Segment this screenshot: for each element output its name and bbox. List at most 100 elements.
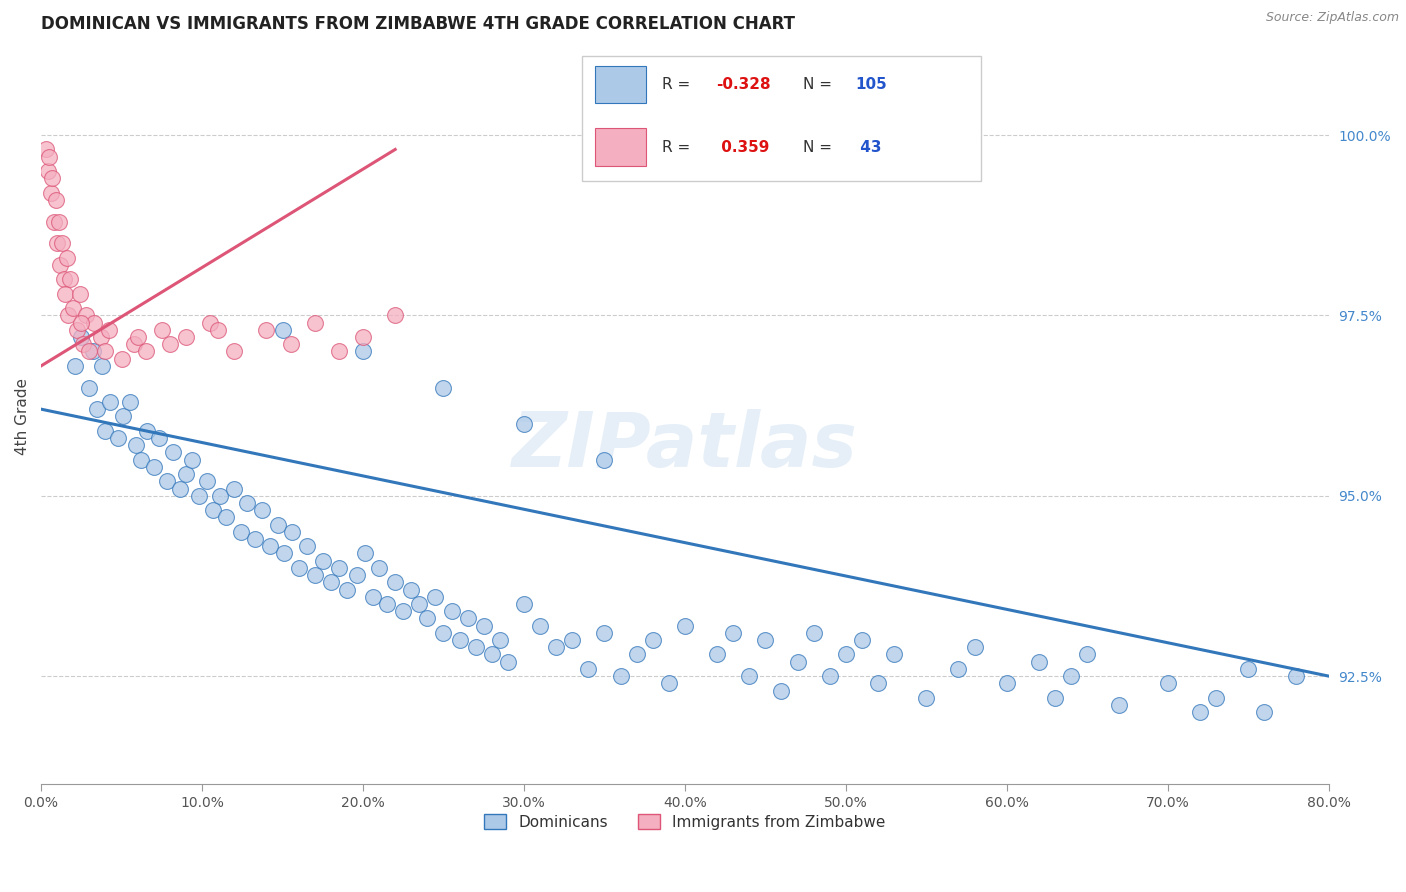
Point xyxy=(384,575,406,590)
Point xyxy=(162,445,184,459)
Point xyxy=(408,597,430,611)
Point xyxy=(1205,690,1227,705)
Point xyxy=(42,214,65,228)
Text: ZIPatlas: ZIPatlas xyxy=(512,409,858,483)
Point xyxy=(51,236,73,251)
Point xyxy=(546,640,568,655)
Text: 0.359: 0.359 xyxy=(716,140,769,154)
Point xyxy=(281,524,304,539)
Point xyxy=(432,625,454,640)
Point xyxy=(79,344,101,359)
Point xyxy=(626,648,648,662)
Point xyxy=(174,467,197,482)
Y-axis label: 4th Grade: 4th Grade xyxy=(15,378,30,455)
Point xyxy=(181,452,204,467)
Point xyxy=(118,395,141,409)
Point xyxy=(948,662,970,676)
Point xyxy=(995,676,1018,690)
Point xyxy=(1060,669,1083,683)
Point xyxy=(58,309,80,323)
Point xyxy=(187,489,209,503)
Point xyxy=(361,590,384,604)
Point xyxy=(82,344,104,359)
Point xyxy=(835,648,858,662)
Point xyxy=(59,272,82,286)
Point xyxy=(401,582,423,597)
Point xyxy=(148,431,170,445)
Point xyxy=(98,395,121,409)
Point xyxy=(432,380,454,394)
Point xyxy=(352,330,374,344)
Point xyxy=(45,193,67,207)
Point xyxy=(1108,698,1130,712)
Point xyxy=(224,482,246,496)
Point xyxy=(41,171,63,186)
Text: DOMINICAN VS IMMIGRANTS FROM ZIMBABWE 4TH GRADE CORRELATION CHART: DOMINICAN VS IMMIGRANTS FROM ZIMBABWE 4T… xyxy=(41,15,796,33)
Point xyxy=(169,482,191,496)
Point xyxy=(488,633,510,648)
Point xyxy=(90,330,112,344)
Legend: Dominicans, Immigrants from Zimbabwe: Dominicans, Immigrants from Zimbabwe xyxy=(478,807,891,836)
Point xyxy=(425,590,447,604)
Point xyxy=(449,633,471,648)
Point xyxy=(866,676,889,690)
Point xyxy=(94,424,117,438)
Point xyxy=(754,633,776,648)
Point xyxy=(207,323,229,337)
Point xyxy=(135,344,157,359)
Point xyxy=(336,582,359,597)
Point xyxy=(392,604,415,618)
Point xyxy=(593,452,616,467)
Point xyxy=(721,625,744,640)
Point xyxy=(142,459,165,474)
Point xyxy=(65,323,87,337)
Point xyxy=(851,633,873,648)
Point xyxy=(91,359,114,373)
Point xyxy=(159,337,181,351)
Point xyxy=(738,669,761,683)
Point xyxy=(37,164,59,178)
Point xyxy=(236,496,259,510)
Point xyxy=(110,351,132,366)
Point xyxy=(208,489,231,503)
Text: N =: N = xyxy=(803,77,832,92)
Point xyxy=(198,316,221,330)
Point xyxy=(576,662,599,676)
Point xyxy=(112,409,135,424)
Point xyxy=(229,524,252,539)
Point xyxy=(513,597,536,611)
Point xyxy=(97,323,120,337)
Point xyxy=(803,625,825,640)
Point xyxy=(259,539,281,553)
Point xyxy=(271,323,294,337)
Point xyxy=(124,337,146,351)
Point xyxy=(1237,662,1260,676)
Point xyxy=(56,251,79,265)
Point xyxy=(513,417,536,431)
Point xyxy=(368,561,391,575)
Point xyxy=(1076,648,1098,662)
Point xyxy=(346,568,368,582)
Point xyxy=(304,316,326,330)
Point xyxy=(375,597,398,611)
Point xyxy=(150,323,173,337)
Point xyxy=(107,431,129,445)
Point xyxy=(1285,669,1308,683)
Point xyxy=(38,150,60,164)
Point xyxy=(202,503,225,517)
Point xyxy=(963,640,986,655)
Point xyxy=(129,452,152,467)
Point xyxy=(273,546,295,560)
Text: R =: R = xyxy=(662,140,695,154)
Point xyxy=(79,380,101,394)
Point xyxy=(770,683,793,698)
Point xyxy=(46,236,69,251)
Point xyxy=(915,690,938,705)
Point xyxy=(641,633,664,648)
Point xyxy=(267,517,290,532)
Point xyxy=(174,330,197,344)
Point xyxy=(39,186,62,200)
Point xyxy=(481,648,503,662)
Point xyxy=(673,618,696,632)
Point xyxy=(658,676,681,690)
